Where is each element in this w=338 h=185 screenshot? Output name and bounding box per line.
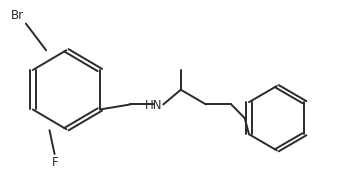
Text: HN: HN — [144, 99, 162, 112]
Text: F: F — [52, 156, 58, 169]
Text: Br: Br — [10, 9, 24, 22]
